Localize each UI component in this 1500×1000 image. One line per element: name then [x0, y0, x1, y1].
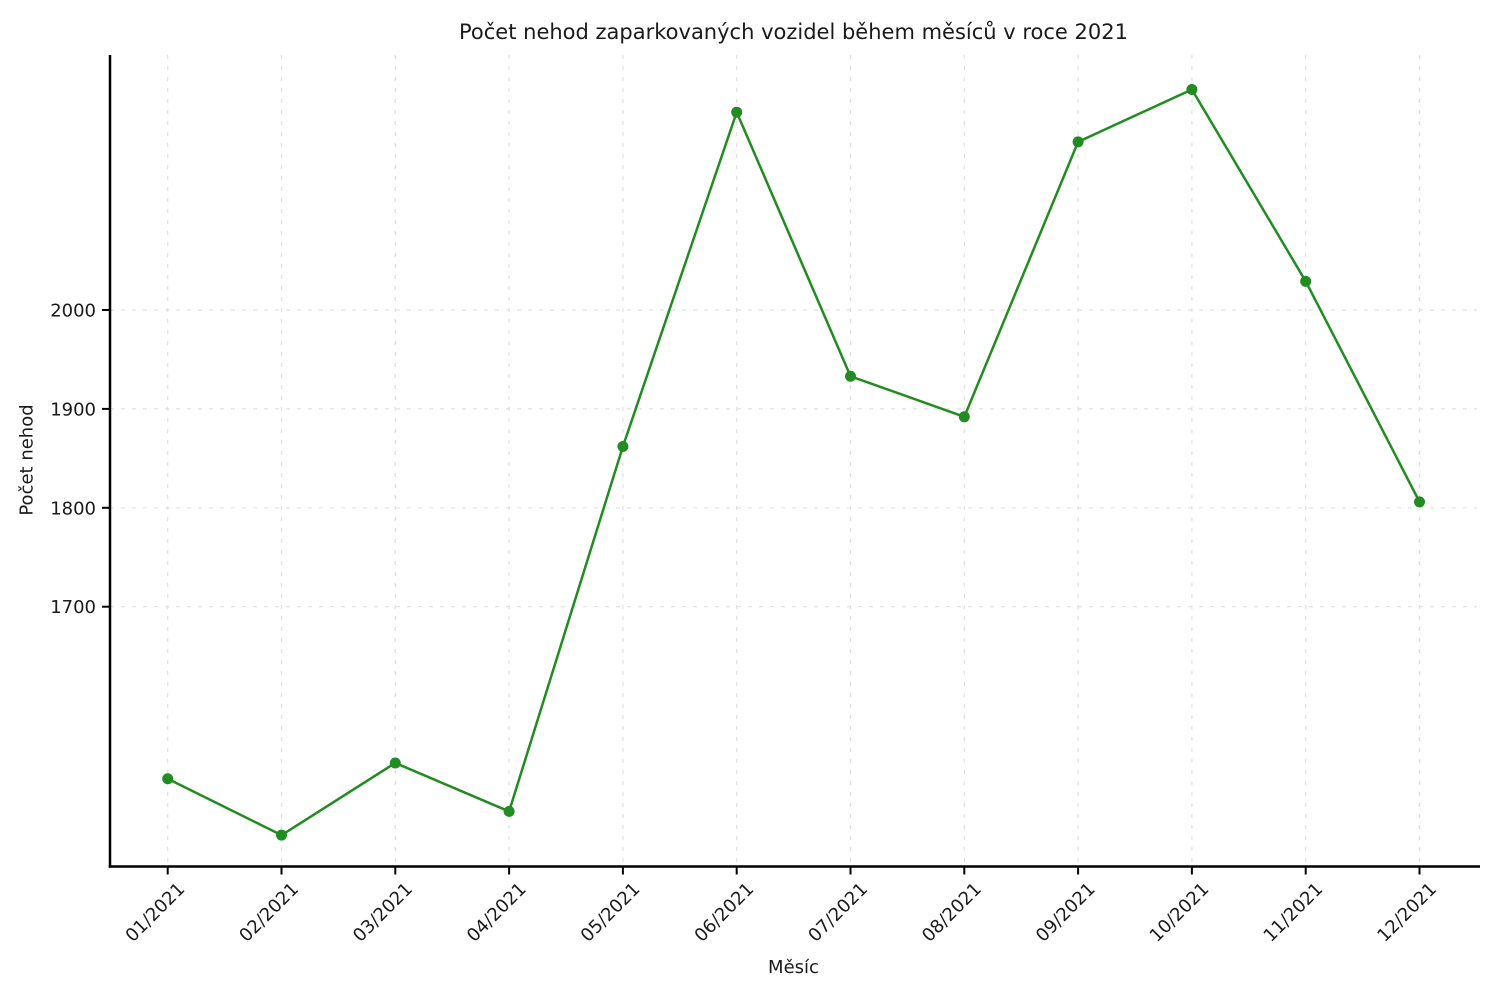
x-tick-label-12-2021: 12/2021 [1373, 879, 1441, 947]
x-tick-label-09-2021: 09/2021 [1032, 879, 1100, 947]
data-point-06-2021 [731, 106, 743, 118]
data-point-03-2021 [389, 757, 401, 769]
x-tick-label-10-2021: 10/2021 [1146, 879, 1214, 947]
data-point-04-2021 [503, 805, 515, 817]
x-tick-label-02-2021: 02/2021 [235, 879, 303, 947]
chart-title: Počet nehod zaparkovaných vozidel během … [459, 20, 1128, 44]
data-point-07-2021 [845, 370, 856, 382]
y-tick-label-1800: 1800 [50, 498, 96, 519]
data-point-12-2021 [1414, 496, 1425, 508]
y-tick-label-1900: 1900 [50, 399, 96, 420]
data-point-05-2021 [617, 440, 629, 452]
x-tick-label-07-2021: 07/2021 [804, 879, 872, 947]
x-tick-label-11-2021: 11/2021 [1260, 879, 1328, 947]
data-point-08-2021 [958, 411, 970, 423]
x-tick-label-06-2021: 06/2021 [691, 879, 759, 947]
data-point-11-2021 [1300, 275, 1312, 287]
x-tick-label-05-2021: 05/2021 [577, 879, 645, 947]
series-line [166, 88, 1421, 837]
data-point-09-2021 [1072, 136, 1084, 148]
x-tick-label-04-2021: 04/2021 [463, 879, 531, 947]
y-tick-label-2000: 2000 [50, 301, 96, 322]
x-tick-label-03-2021: 03/2021 [349, 879, 417, 947]
data-point-01-2021 [162, 773, 174, 785]
data-point-10-2021 [1186, 83, 1198, 95]
y-tick-label-1700: 1700 [50, 597, 96, 618]
data-point-02-2021 [276, 829, 287, 841]
x-tick-label-08-2021: 08/2021 [918, 879, 986, 947]
x-tick-label-01-2021: 01/2021 [122, 879, 190, 947]
x-axis-label: Měsíc [768, 957, 819, 978]
